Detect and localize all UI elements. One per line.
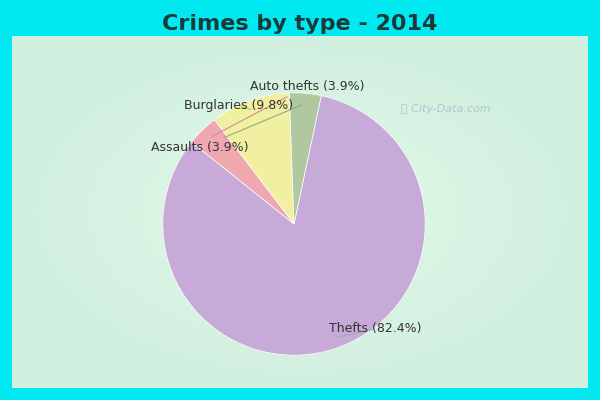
Text: ⓘ City-Data.com: ⓘ City-Data.com — [401, 104, 491, 114]
Wedge shape — [289, 93, 321, 224]
Text: Crimes by type - 2014: Crimes by type - 2014 — [163, 14, 437, 34]
Wedge shape — [163, 96, 425, 355]
Wedge shape — [191, 120, 294, 224]
Text: Burglaries (9.8%): Burglaries (9.8%) — [184, 100, 293, 112]
Text: Auto thefts (3.9%): Auto thefts (3.9%) — [212, 80, 364, 136]
Text: Thefts (82.4%): Thefts (82.4%) — [329, 322, 422, 337]
Text: Assaults (3.9%): Assaults (3.9%) — [151, 105, 302, 154]
Wedge shape — [214, 93, 294, 224]
